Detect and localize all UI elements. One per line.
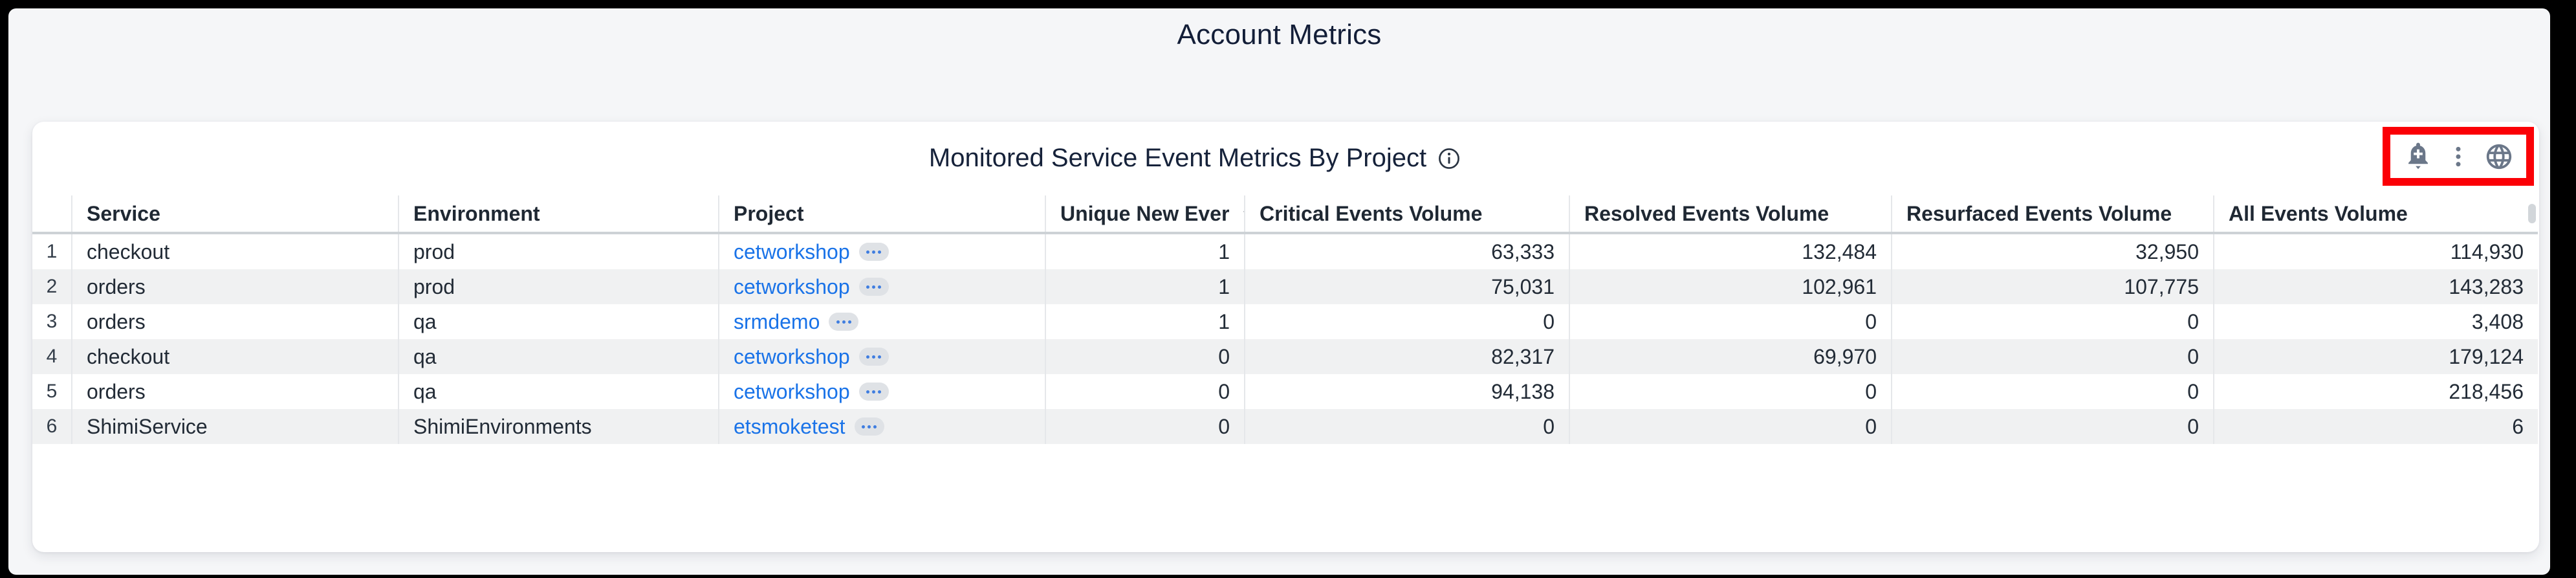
row-number: 3	[46, 311, 58, 332]
add-alert-bell-icon[interactable]	[2403, 141, 2433, 172]
cell-resolved: 0	[1569, 374, 1891, 409]
cell-project: srmdemo	[718, 304, 1045, 339]
cell-environment: qa	[398, 304, 718, 339]
cell-project: cetworkshop	[718, 234, 1045, 269]
cell-service: ShimiService	[71, 409, 398, 444]
vertical-scrollbar-thumb[interactable]	[2528, 204, 2536, 223]
ellipsis-chip-icon[interactable]	[858, 278, 889, 296]
page-title: Account Metrics	[1177, 19, 1382, 50]
ellipsis-chip-icon[interactable]	[829, 313, 859, 331]
cell-unique-new: 0	[1045, 374, 1244, 409]
header-critical-events[interactable]: Critical Events Volume	[1244, 195, 1569, 232]
cell-all-events: 114,930	[2213, 234, 2538, 269]
header-row-number	[32, 195, 71, 232]
table-row: 2 orders prod cetworkshop 1 75,031 102,9…	[32, 269, 2538, 304]
cell-unique-new: 1	[1045, 269, 1244, 304]
cell-critical: 0	[1244, 304, 1569, 339]
header-all-events[interactable]: All Events Volume	[2213, 195, 2538, 232]
row-number: 1	[46, 241, 58, 262]
cell-environment: qa	[398, 374, 718, 409]
cell-project: cetworkshop	[718, 374, 1045, 409]
panel-title: Monitored Service Event Metrics By Proje…	[32, 144, 2358, 173]
project-link[interactable]: etsmoketest	[734, 414, 846, 438]
header-service[interactable]: Service	[71, 195, 398, 232]
cell-unique-new: 0	[1045, 339, 1244, 374]
panel-card: Monitored Service Event Metrics By Proje…	[32, 122, 2539, 552]
project-link[interactable]: cetworkshop	[734, 379, 850, 403]
cell-project: etsmoketest	[718, 409, 1045, 444]
chevron-down-icon	[1239, 204, 1244, 223]
row-number: 4	[46, 346, 58, 367]
cell-project: cetworkshop	[718, 339, 1045, 374]
table-row: 5 orders qa cetworkshop 0 94,138 0 0 218…	[32, 374, 2538, 409]
header-resolved-events[interactable]: Resolved Events Volume	[1569, 195, 1891, 232]
ellipsis-chip-icon[interactable]	[858, 383, 889, 401]
ellipsis-chip-icon[interactable]	[858, 348, 889, 366]
cell-resurfaced: 0	[1891, 374, 2213, 409]
globe-icon[interactable]	[2484, 142, 2514, 172]
cell-critical: 82,317	[1244, 339, 1569, 374]
cell-resurfaced: 107,775	[1891, 269, 2213, 304]
cell-critical: 63,333	[1244, 234, 1569, 269]
table-row: 1 checkout prod cetworkshop 1 63,333 132…	[32, 234, 2538, 269]
cell-environment: qa	[398, 339, 718, 374]
cell-critical: 0	[1244, 409, 1569, 444]
ellipsis-chip-icon[interactable]	[858, 243, 889, 261]
header-unique-new-events[interactable]: Unique New Ever	[1045, 195, 1244, 232]
cell-all-events: 6	[2213, 409, 2538, 444]
cell-service: checkout	[71, 339, 398, 374]
project-link[interactable]: cetworkshop	[734, 274, 850, 298]
info-icon[interactable]	[1437, 146, 1461, 171]
cell-resurfaced: 0	[1891, 409, 2213, 444]
cell-service: checkout	[71, 234, 398, 269]
cell-all-events: 179,124	[2213, 339, 2538, 374]
cell-all-events: 3,408	[2213, 304, 2538, 339]
cell-resurfaced: 0	[1891, 304, 2213, 339]
header-resurfaced-events[interactable]: Resurfaced Events Volume	[1891, 195, 2213, 232]
cell-all-events: 218,456	[2213, 374, 2538, 409]
cell-resolved: 69,970	[1569, 339, 1891, 374]
cell-service: orders	[71, 304, 398, 339]
row-number: 2	[46, 276, 58, 297]
cell-project: cetworkshop	[718, 269, 1045, 304]
cell-service: orders	[71, 374, 398, 409]
cell-unique-new: 1	[1045, 304, 1244, 339]
cell-critical: 94,138	[1244, 374, 1569, 409]
row-number: 6	[46, 416, 58, 437]
dashboard-page: Account Metrics Monitored Service Event …	[8, 8, 2550, 575]
header-project[interactable]: Project	[718, 195, 1045, 232]
cell-resolved: 0	[1569, 304, 1891, 339]
annotation-red-box	[2383, 127, 2534, 186]
cell-environment: prod	[398, 234, 718, 269]
cell-resurfaced: 32,950	[1891, 234, 2213, 269]
table-row: 4 checkout qa cetworkshop 0 82,317 69,97…	[32, 339, 2538, 374]
table-row: 6 ShimiService ShimiEnvironments etsmoke…	[32, 409, 2538, 444]
cell-environment: prod	[398, 269, 718, 304]
ellipsis-chip-icon[interactable]	[854, 417, 884, 436]
kebab-menu-icon[interactable]	[2445, 142, 2471, 171]
project-link[interactable]: cetworkshop	[734, 239, 850, 263]
cell-resurfaced: 0	[1891, 339, 2213, 374]
cell-environment: ShimiEnvironments	[398, 409, 718, 444]
project-link[interactable]: cetworkshop	[734, 344, 850, 368]
row-number: 5	[46, 381, 58, 402]
panel-title-text: Monitored Service Event Metrics By Proje…	[928, 144, 1427, 172]
metrics-table: Service Environment Project Unique New E…	[32, 195, 2538, 444]
table-row: 3 orders qa srmdemo 1 0 0 0 3,408	[32, 304, 2538, 339]
table-header-row: Service Environment Project Unique New E…	[32, 195, 2538, 234]
cell-resolved: 0	[1569, 409, 1891, 444]
project-link[interactable]: srmdemo	[734, 309, 820, 333]
header-environment[interactable]: Environment	[398, 195, 718, 232]
cell-service: orders	[71, 269, 398, 304]
cell-resolved: 102,961	[1569, 269, 1891, 304]
cell-resolved: 132,484	[1569, 234, 1891, 269]
cell-unique-new: 0	[1045, 409, 1244, 444]
cell-critical: 75,031	[1244, 269, 1569, 304]
cell-unique-new: 1	[1045, 234, 1244, 269]
table-body: 1 checkout prod cetworkshop 1 63,333 132…	[32, 234, 2538, 444]
cell-all-events: 143,283	[2213, 269, 2538, 304]
